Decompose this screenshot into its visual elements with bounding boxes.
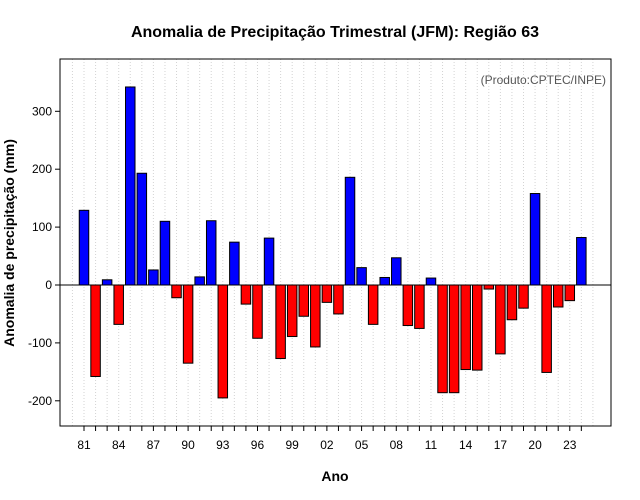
bar-23 <box>564 284 576 302</box>
x-axis: 81 84 87 90 93 96 99 02 05 08 11 14 17 20 23 <box>77 426 582 452</box>
bar-16 <box>483 284 495 290</box>
plot-frame <box>59 58 612 427</box>
bar-17 <box>495 284 506 355</box>
bar-99 <box>286 284 298 338</box>
bar-92 <box>205 220 217 286</box>
y-tick-label: 0 <box>45 278 52 292</box>
bar-95 <box>240 284 252 305</box>
bar-91 <box>194 276 205 286</box>
bar-10 <box>414 284 425 329</box>
bar-14 <box>460 284 471 371</box>
bar-93 <box>217 284 229 399</box>
bar-88 <box>159 220 171 286</box>
x-tick-label: 84 <box>112 438 126 452</box>
bar-81 <box>78 209 90 286</box>
bar-84 <box>113 284 124 325</box>
bar-05 <box>356 267 367 286</box>
bar-06 <box>367 284 379 325</box>
x-tick-label: 87 <box>147 438 161 452</box>
bar-89 <box>171 284 182 299</box>
bars <box>78 86 587 399</box>
bar-90 <box>182 284 194 364</box>
bar-21 <box>541 284 552 373</box>
x-tick-label: 96 <box>251 438 265 452</box>
vertical-gridlines <box>71 59 594 426</box>
y-tick-label: -100 <box>28 336 52 350</box>
x-tick-label: 81 <box>77 438 91 452</box>
x-tick-label: 20 <box>528 438 542 452</box>
bar-87 <box>148 269 159 286</box>
bar-20 <box>529 193 541 286</box>
bar-98 <box>275 284 286 360</box>
bar-09 <box>402 284 414 327</box>
y-tick-label: 300 <box>32 104 52 118</box>
x-tick-label: 90 <box>181 438 195 452</box>
y-axis: -200 -100 0 100 200 300 <box>28 104 60 408</box>
x-tick-label: 02 <box>320 438 334 452</box>
y-tick-label: -200 <box>28 394 52 408</box>
bar-15 <box>471 284 483 371</box>
chart-title: Anomalia de Precipitação Trimestral (JFM… <box>131 24 539 41</box>
x-tick-label: 05 <box>355 438 369 452</box>
bar-01 <box>310 284 321 348</box>
bar-24 <box>576 237 587 286</box>
bar-86 <box>136 172 148 286</box>
credit-label: (Produto:CPTEC/INPE) <box>481 73 606 87</box>
y-tick-label: 100 <box>32 220 52 234</box>
bar-08 <box>391 257 402 286</box>
x-tick-label: 17 <box>494 438 508 452</box>
x-tick-label: 23 <box>563 438 577 452</box>
bar-19 <box>518 284 529 309</box>
bar-04 <box>344 176 356 286</box>
bar-07 <box>379 276 390 286</box>
bar-13 <box>448 284 460 394</box>
bar-12 <box>437 284 448 394</box>
bar-18 <box>506 284 518 321</box>
bar-11 <box>425 277 437 286</box>
x-tick-label: 08 <box>390 438 404 452</box>
bar-82 <box>90 284 101 377</box>
bar-96 <box>252 284 263 339</box>
bar-85 <box>125 86 136 286</box>
y-axis-label: Anomalia de precipitação (mm) <box>1 139 17 347</box>
bar-22 <box>552 284 564 308</box>
bar-03 <box>333 284 344 315</box>
bar-97 <box>263 237 275 286</box>
bar-02 <box>321 284 333 303</box>
x-tick-label: 11 <box>425 438 438 452</box>
x-tick-label: 93 <box>216 438 230 452</box>
bar-00 <box>298 284 310 317</box>
x-tick-label: 99 <box>286 438 300 452</box>
x-axis-label: Ano <box>321 468 348 484</box>
x-tick-label: 14 <box>459 438 473 452</box>
bar-94 <box>229 241 240 286</box>
y-tick-label: 200 <box>32 162 52 176</box>
bar-83 <box>101 279 113 286</box>
